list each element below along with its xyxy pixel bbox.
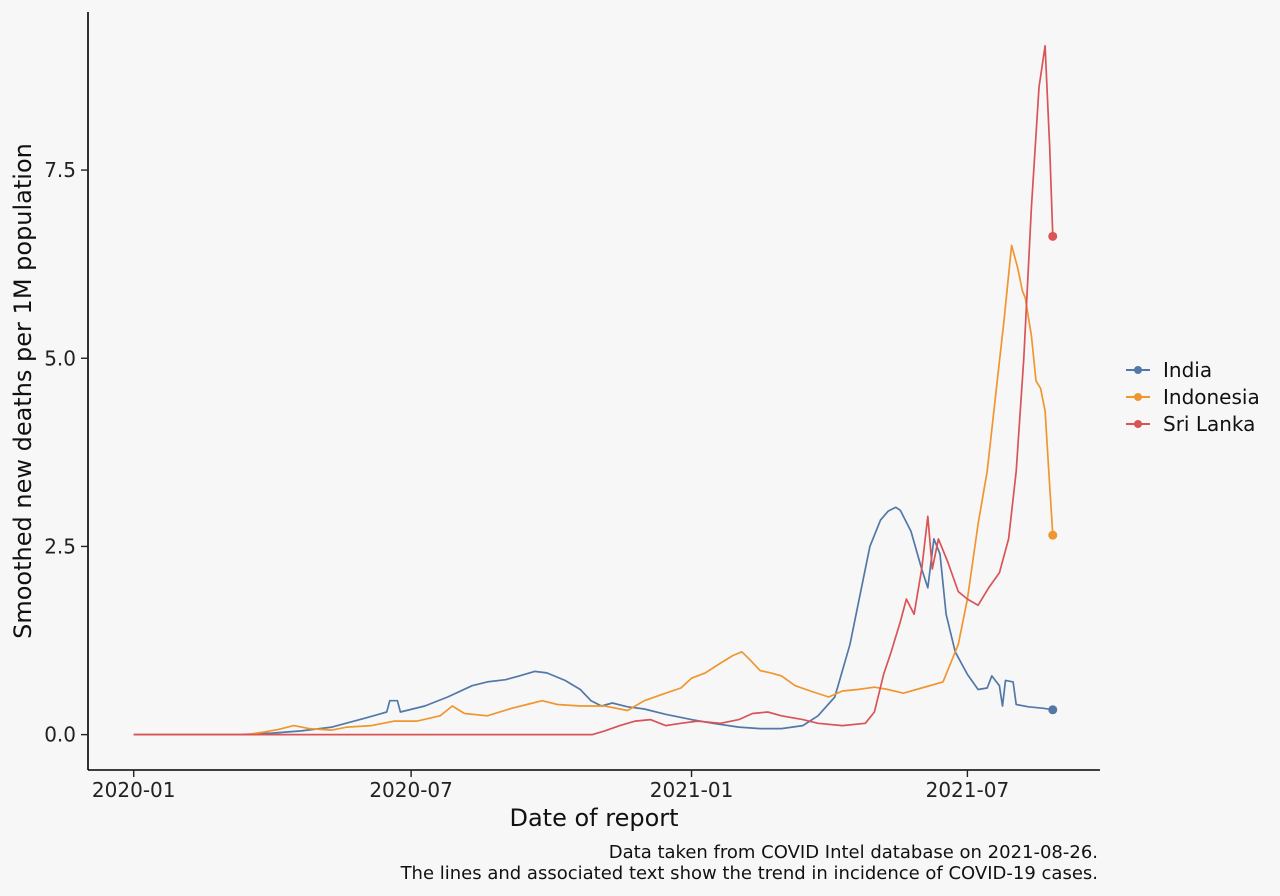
end-marker-india	[1048, 705, 1058, 715]
y-tick-label: 7.5	[44, 158, 76, 182]
y-tick-label: 0.0	[44, 723, 76, 747]
series-line-sri-lanka	[133, 45, 1054, 736]
end-marker-sri-lanka	[1048, 231, 1058, 241]
series-line-indonesia	[133, 244, 1054, 736]
y-tick-label: 2.5	[44, 534, 76, 558]
x-tick-label: 2020-07	[369, 778, 453, 802]
legend-item-sri-lanka: Sri Lanka	[1126, 412, 1255, 436]
series-lines	[133, 45, 1054, 736]
legend-swatch-dot	[1134, 420, 1142, 428]
legend-label: Indonesia	[1163, 385, 1260, 409]
x-tick-label: 2021-07	[926, 778, 1010, 802]
y-axis-ticks: 0.0 2.5 5.0 7.5	[44, 158, 88, 747]
end-marker-indonesia	[1048, 530, 1058, 540]
x-axis-title: Date of report	[509, 804, 678, 832]
legend-item-indonesia: Indonesia	[1126, 385, 1260, 409]
y-tick-label: 5.0	[44, 346, 76, 370]
series-line-india	[133, 506, 1053, 736]
caption-line-2: The lines and associated text show the t…	[400, 863, 1098, 884]
legend-swatch-dot	[1134, 393, 1142, 401]
legend-label: Sri Lanka	[1163, 412, 1255, 436]
legend-label: India	[1163, 358, 1212, 382]
x-tick-label: 2021-01	[650, 778, 734, 802]
series-end-markers	[1048, 231, 1058, 715]
legend-swatch-dot	[1134, 366, 1142, 374]
x-tick-label: 2020-01	[92, 778, 176, 802]
caption-line-1: Data taken from COVID Intel database on …	[609, 842, 1098, 863]
legend-item-india: India	[1126, 358, 1212, 382]
y-axis-title: Smoothed new deaths per 1M population	[9, 143, 37, 639]
x-axis-ticks: 2020-01 2020-07 2021-01 2021-07	[92, 770, 1009, 802]
legend: India Indonesia Sri Lanka	[1126, 358, 1260, 436]
